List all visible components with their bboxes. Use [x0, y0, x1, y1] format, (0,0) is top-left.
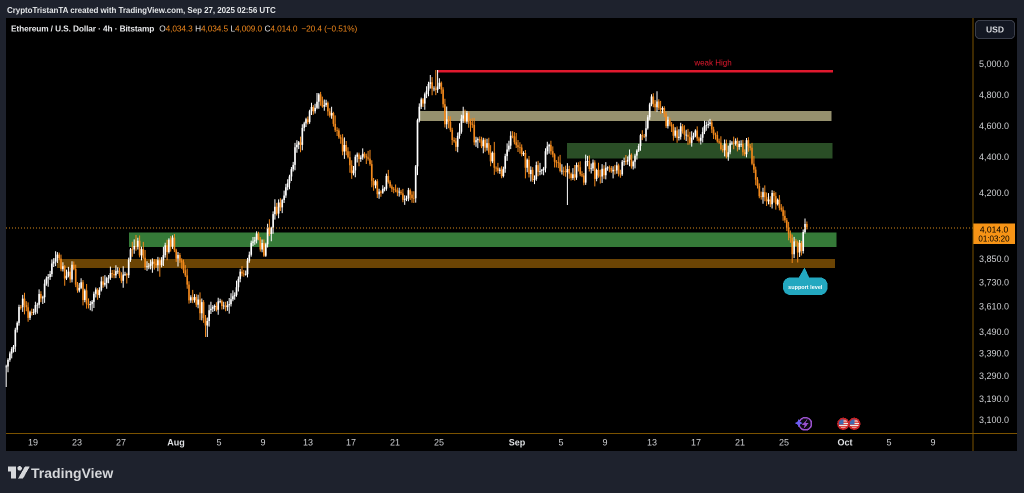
svg-text:13: 13: [647, 438, 657, 448]
svg-text:TradingView: TradingView: [31, 465, 113, 481]
svg-text:5,000.0: 5,000.0: [979, 59, 1009, 69]
svg-text:9: 9: [260, 438, 265, 448]
svg-text:4,200.0: 4,200.0: [979, 188, 1009, 198]
svg-text:USD: USD: [986, 25, 1004, 35]
svg-text:23: 23: [72, 438, 82, 448]
svg-text:27: 27: [116, 438, 126, 448]
svg-text:3,850.0: 3,850.0: [979, 254, 1009, 264]
svg-text:4,400.0: 4,400.0: [979, 152, 1009, 162]
svg-text:25: 25: [779, 438, 789, 448]
svg-text:9: 9: [602, 438, 607, 448]
svg-text:3,190.0: 3,190.0: [979, 394, 1009, 404]
svg-text:21: 21: [735, 438, 745, 448]
svg-text:support level: support level: [788, 285, 823, 291]
svg-text:3,490.0: 3,490.0: [979, 327, 1009, 337]
svg-text:4,800.0: 4,800.0: [979, 90, 1009, 100]
svg-text:13: 13: [303, 438, 313, 448]
svg-text:17: 17: [691, 438, 701, 448]
svg-text:3,290.0: 3,290.0: [979, 371, 1009, 381]
svg-text:3,390.0: 3,390.0: [979, 349, 1009, 359]
svg-text:Ethereum / U.S. Dollar · 4h ·: Ethereum / U.S. Dollar · 4h · Bitstamp O4…: [11, 24, 358, 34]
svg-text:4,014.0: 4,014.0: [980, 224, 1009, 234]
svg-text:weak High: weak High: [693, 59, 731, 68]
svg-text:9: 9: [930, 438, 935, 448]
svg-text:5: 5: [558, 438, 563, 448]
svg-text:5: 5: [886, 438, 891, 448]
svg-text:17: 17: [346, 438, 356, 448]
svg-text:CryptoTristanTA created with T: CryptoTristanTA created with TradingView…: [7, 6, 276, 15]
svg-text:Aug: Aug: [167, 438, 185, 448]
svg-text:Sep: Sep: [509, 438, 526, 448]
svg-text:19: 19: [28, 438, 38, 448]
svg-text:3,100.0: 3,100.0: [979, 415, 1009, 425]
svg-text:25: 25: [434, 438, 444, 448]
svg-text:4,600.0: 4,600.0: [979, 121, 1009, 131]
svg-text:01:03:20: 01:03:20: [978, 235, 1010, 244]
svg-text:5: 5: [216, 438, 221, 448]
svg-text:3,610.0: 3,610.0: [979, 302, 1009, 312]
svg-text:Oct: Oct: [837, 438, 852, 448]
svg-text:21: 21: [390, 438, 400, 448]
svg-text:3,730.0: 3,730.0: [979, 278, 1009, 288]
